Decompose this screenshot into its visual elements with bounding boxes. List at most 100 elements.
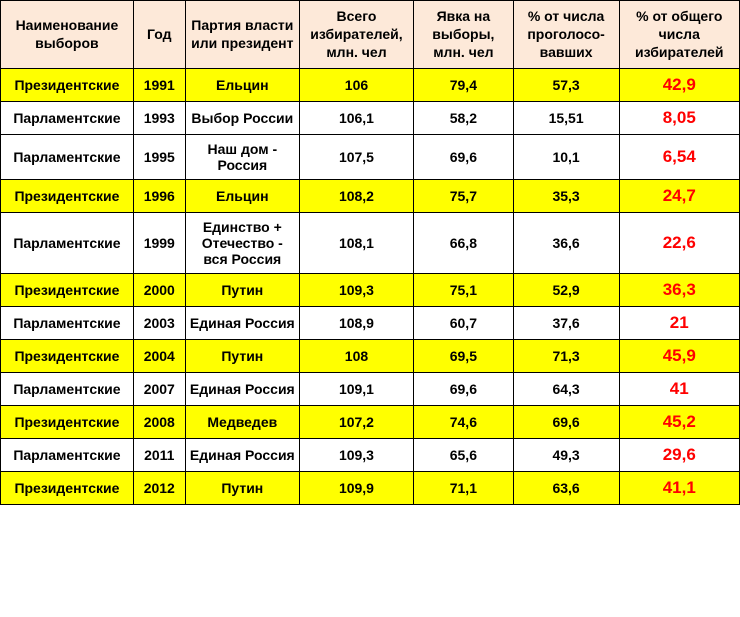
table-row: Парламентские2011Единая Россия109,365,64… [1, 438, 740, 471]
table-cell: 108,9 [299, 306, 413, 339]
table-cell: 36,6 [513, 212, 619, 273]
table-row: Парламентские1999Единство + Отечество - … [1, 212, 740, 273]
table-cell: 69,6 [414, 372, 514, 405]
table-cell: 66,8 [414, 212, 514, 273]
table-header-row: Наименование выборовГодПартия власти или… [1, 1, 740, 69]
table-cell: 29,6 [619, 438, 739, 471]
table-row: Парламентские1995Наш дом - Россия107,569… [1, 134, 740, 179]
table-cell: 10,1 [513, 134, 619, 179]
column-header: Партия власти или президент [185, 1, 299, 69]
table-cell: Путин [185, 273, 299, 306]
table-cell: 2011 [133, 438, 185, 471]
table-cell: 8,05 [619, 101, 739, 134]
table-cell: Ельцин [185, 68, 299, 101]
table-cell: 45,2 [619, 405, 739, 438]
table-row: Президентские1991Ельцин10679,457,342,9 [1, 68, 740, 101]
table-cell: Президентские [1, 471, 134, 504]
table-cell: 71,1 [414, 471, 514, 504]
table-cell: 57,3 [513, 68, 619, 101]
table-cell: Выбор России [185, 101, 299, 134]
table-cell: 71,3 [513, 339, 619, 372]
table-cell: 106,1 [299, 101, 413, 134]
table-cell: Парламентские [1, 372, 134, 405]
table-cell: 42,9 [619, 68, 739, 101]
table-cell: 41 [619, 372, 739, 405]
elections-table: Наименование выборовГодПартия власти или… [0, 0, 740, 505]
table-cell: 109,9 [299, 471, 413, 504]
table-cell: Единство + Отечество - вся Россия [185, 212, 299, 273]
table-cell: 2000 [133, 273, 185, 306]
table-cell: Парламентские [1, 306, 134, 339]
table-cell: Ельцин [185, 179, 299, 212]
table-cell: 1995 [133, 134, 185, 179]
table-cell: 21 [619, 306, 739, 339]
table-cell: 1991 [133, 68, 185, 101]
table-cell: Путин [185, 471, 299, 504]
table-cell: 41,1 [619, 471, 739, 504]
table-row: Президентские2004Путин10869,571,345,9 [1, 339, 740, 372]
table-cell: Президентские [1, 68, 134, 101]
table-cell: 15,51 [513, 101, 619, 134]
table-row: Президентские2012Путин109,971,163,641,1 [1, 471, 740, 504]
table-cell: 79,4 [414, 68, 514, 101]
table-cell: Единая Россия [185, 306, 299, 339]
table-cell: 1993 [133, 101, 185, 134]
table-row: Президентские2000Путин109,375,152,936,3 [1, 273, 740, 306]
table-cell: 2012 [133, 471, 185, 504]
table-cell: 35,3 [513, 179, 619, 212]
table-cell: 22,6 [619, 212, 739, 273]
table-cell: 109,3 [299, 273, 413, 306]
table-cell: Президентские [1, 339, 134, 372]
table-cell: Парламентские [1, 212, 134, 273]
table-cell: 45,9 [619, 339, 739, 372]
table-cell: 2008 [133, 405, 185, 438]
table-cell: Президентские [1, 179, 134, 212]
table-cell: 108,2 [299, 179, 413, 212]
table-cell: 63,6 [513, 471, 619, 504]
table-row: Президентские2008Медведев107,274,669,645… [1, 405, 740, 438]
table-cell: 58,2 [414, 101, 514, 134]
table-cell: 2003 [133, 306, 185, 339]
table-cell: Парламентские [1, 438, 134, 471]
table-cell: 109,3 [299, 438, 413, 471]
table-row: Парламентские2007Единая Россия109,169,66… [1, 372, 740, 405]
table-cell: 69,5 [414, 339, 514, 372]
column-header: % от числа проголосо-вавших [513, 1, 619, 69]
table-cell: Президентские [1, 405, 134, 438]
table-cell: 69,6 [414, 134, 514, 179]
table-row: Парламентские2003Единая Россия108,960,73… [1, 306, 740, 339]
column-header: Всего избирателей, млн. чел [299, 1, 413, 69]
table-cell: Президентские [1, 273, 134, 306]
table-cell: 60,7 [414, 306, 514, 339]
table-cell: 36,3 [619, 273, 739, 306]
table-cell: 1996 [133, 179, 185, 212]
table-row: Президентские1996Ельцин108,275,735,324,7 [1, 179, 740, 212]
table-cell: 75,1 [414, 273, 514, 306]
table-cell: Единая Россия [185, 438, 299, 471]
table-cell: 69,6 [513, 405, 619, 438]
table-cell: Парламентские [1, 101, 134, 134]
table-cell: Путин [185, 339, 299, 372]
table-cell: Медведев [185, 405, 299, 438]
table-cell: 107,2 [299, 405, 413, 438]
table-cell: 108 [299, 339, 413, 372]
table-cell: 49,3 [513, 438, 619, 471]
table-cell: 6,54 [619, 134, 739, 179]
table-cell: 74,6 [414, 405, 514, 438]
table-cell: 75,7 [414, 179, 514, 212]
column-header: Год [133, 1, 185, 69]
table-cell: Единая Россия [185, 372, 299, 405]
table-cell: 2007 [133, 372, 185, 405]
table-cell: 109,1 [299, 372, 413, 405]
table-cell: 37,6 [513, 306, 619, 339]
table-cell: 108,1 [299, 212, 413, 273]
table-row: Парламентские1993Выбор России106,158,215… [1, 101, 740, 134]
table-cell: 2004 [133, 339, 185, 372]
table-cell: 106 [299, 68, 413, 101]
column-header: Явка на выборы, млн. чел [414, 1, 514, 69]
table-cell: 64,3 [513, 372, 619, 405]
column-header: Наименование выборов [1, 1, 134, 69]
table-cell: 107,5 [299, 134, 413, 179]
table-cell: Парламентские [1, 134, 134, 179]
table-cell: Наш дом - Россия [185, 134, 299, 179]
